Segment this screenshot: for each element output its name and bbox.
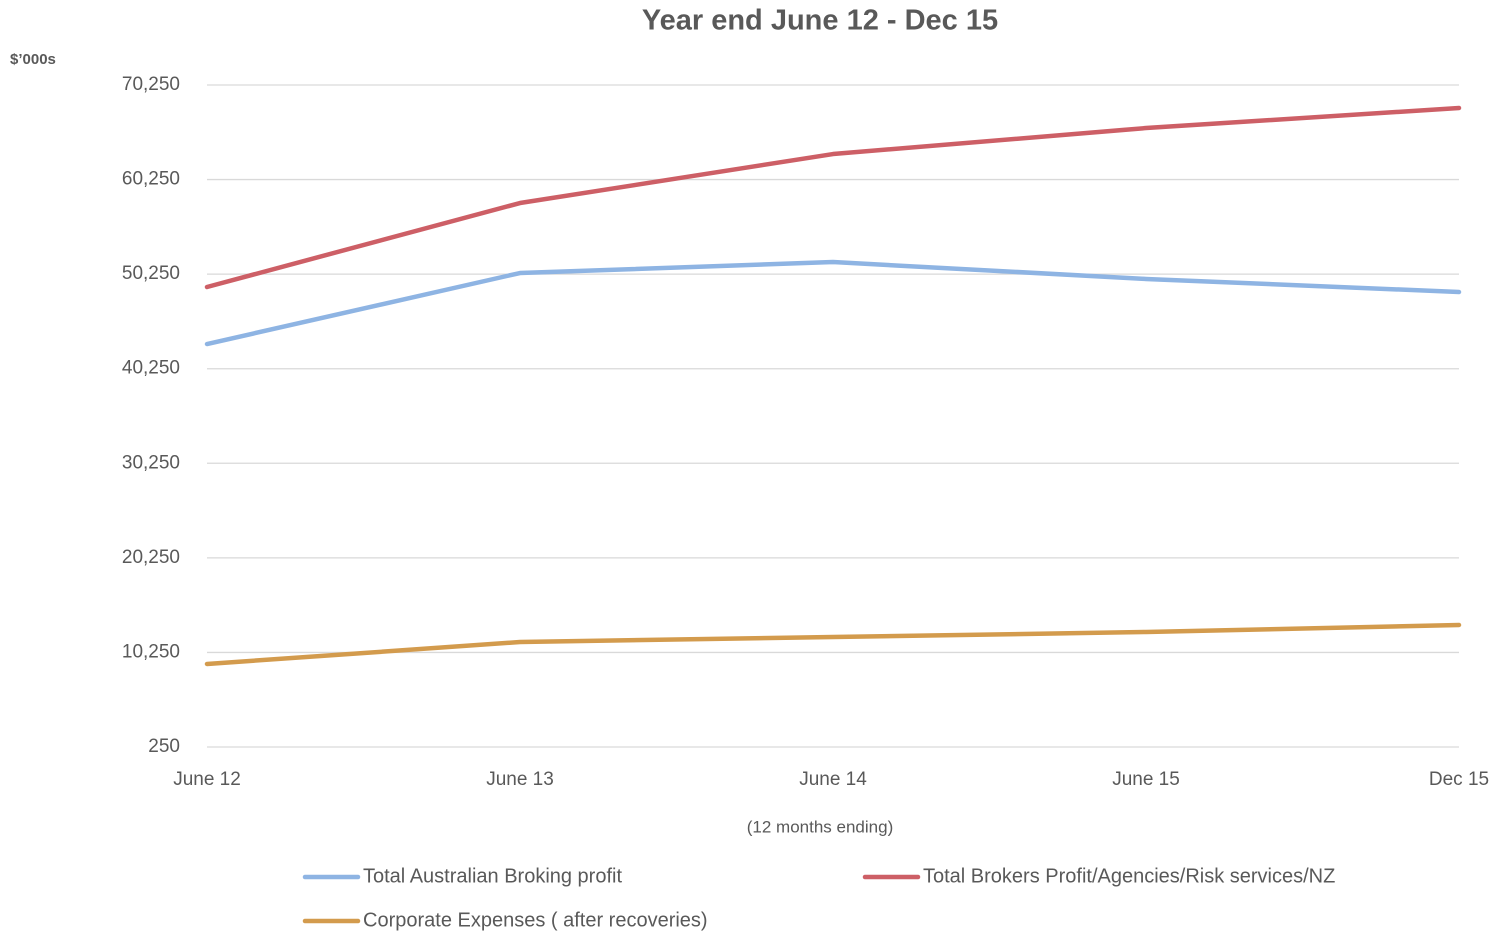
y-tick-label: 20,250 (122, 547, 180, 568)
x-tick-label: June 15 (1112, 769, 1180, 790)
legend-label: Total Brokers Profit/Agencies/Risk servi… (923, 865, 1335, 887)
series-line (204, 259, 1462, 347)
y-tick-label: 250 (148, 736, 180, 757)
series-line (204, 622, 1462, 667)
x-tick-label: Dec 15 (1429, 769, 1489, 790)
y-tick-label: 10,250 (122, 641, 180, 662)
y-axis-label: $’000s (10, 51, 56, 68)
chart-title: Year end June 12 - Dec 15 (642, 5, 998, 37)
legend-label: Corporate Expenses ( after recoveries) (363, 909, 708, 931)
y-tick-label: 70,250 (122, 74, 180, 95)
y-tick-label: 50,250 (122, 263, 180, 284)
x-tick-label: June 13 (486, 769, 554, 790)
y-tick-label: 40,250 (122, 358, 180, 379)
x-axis-label: (12 months ending) (747, 817, 893, 836)
y-tick-label: 30,250 (122, 452, 180, 473)
x-tick-label: June 12 (173, 769, 241, 790)
legend-label: Total Australian Broking profit (363, 865, 622, 887)
series-line (204, 105, 1462, 290)
y-tick-label: 60,250 (122, 169, 180, 190)
x-tick-label: June 14 (799, 769, 867, 790)
